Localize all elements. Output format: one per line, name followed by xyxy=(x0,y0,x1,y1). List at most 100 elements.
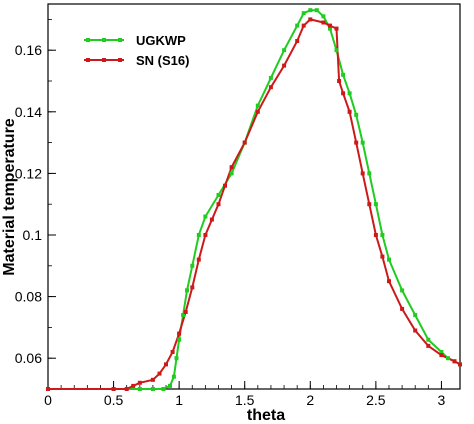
series-point-1 xyxy=(400,288,405,293)
series-point-2 xyxy=(177,331,182,336)
series-point-1 xyxy=(367,171,372,176)
series-point-2 xyxy=(196,257,201,262)
legend-marker xyxy=(102,58,106,62)
series-point-2 xyxy=(367,202,372,207)
x-tick-label: 0 xyxy=(44,392,52,408)
series-point-2 xyxy=(328,23,332,28)
y-axis-ticks: 0.06 0.08 0.1 0.12 0.14 0.16 xyxy=(15,18,56,390)
series-point-1 xyxy=(137,387,142,391)
series-point-1 xyxy=(334,48,339,53)
chart-legend: UGKWP SN (S16) xyxy=(84,33,189,68)
series-point-2 xyxy=(46,387,50,391)
legend-marker xyxy=(118,58,122,62)
series-point-2 xyxy=(337,79,342,83)
series-point-2 xyxy=(347,109,352,114)
x-tick-label: 3 xyxy=(438,392,446,408)
series-point-2 xyxy=(183,310,188,314)
series-point-2 xyxy=(216,202,221,207)
series-point-2 xyxy=(209,217,214,222)
series-point-2 xyxy=(282,63,287,68)
series-point-2 xyxy=(157,371,162,376)
series-point-2 xyxy=(387,279,391,284)
series-point-1 xyxy=(308,8,313,13)
series-point-1 xyxy=(168,383,172,388)
series-point-1 xyxy=(426,337,431,342)
y-tick-label: 0.1 xyxy=(23,227,43,243)
series-point-2 xyxy=(426,343,431,348)
series-point-1 xyxy=(321,14,326,19)
series-point-2 xyxy=(334,26,339,31)
series-lines xyxy=(48,9,461,390)
series-point-1 xyxy=(314,8,319,13)
series-point-2 xyxy=(223,183,227,188)
legend-marker xyxy=(86,58,90,62)
y-tick-label: 0.16 xyxy=(15,42,42,58)
x-tick-label: 1 xyxy=(175,392,183,408)
series-point-2 xyxy=(242,140,247,145)
series-point-2 xyxy=(380,254,385,259)
y-axis-label: Material temperature xyxy=(1,118,18,275)
series-point-2 xyxy=(452,359,457,364)
series-point-2 xyxy=(373,233,378,237)
series-point-2 xyxy=(301,23,306,28)
x-tick-label: 2.5 xyxy=(366,392,386,408)
legend-marker xyxy=(86,38,90,42)
y-tick-label: 0.14 xyxy=(15,104,42,120)
x-tick-label: 0.5 xyxy=(104,392,124,408)
series-point-2 xyxy=(229,165,234,170)
series-point-2 xyxy=(164,362,168,367)
series-point-1 xyxy=(354,112,359,117)
series-point-1 xyxy=(268,75,273,80)
x-axis-label: theta xyxy=(247,407,285,424)
series-point-1 xyxy=(229,171,234,176)
series-point-1 xyxy=(341,72,346,77)
series-point-2 xyxy=(137,380,142,385)
series-point-2 xyxy=(360,171,365,176)
series-point-1 xyxy=(446,356,450,361)
series-point-2 xyxy=(170,350,175,354)
series-point-2 xyxy=(203,233,208,237)
series-point-1 xyxy=(301,11,306,16)
series-markers xyxy=(46,8,462,391)
series-point-2 xyxy=(150,377,155,382)
series-point-1 xyxy=(347,91,352,96)
series-point-1 xyxy=(177,337,182,342)
plot-area-frame xyxy=(47,3,461,390)
series-point-2 xyxy=(190,285,195,290)
y-tick-label: 0.06 xyxy=(15,350,42,366)
legend-marker xyxy=(102,38,106,42)
series-point-1 xyxy=(161,387,166,391)
series-point-2 xyxy=(413,328,418,333)
series-point-1 xyxy=(360,140,365,145)
series-point-2 xyxy=(439,353,444,358)
series-point-1 xyxy=(216,193,221,197)
series-point-2 xyxy=(308,17,313,22)
series-point-1 xyxy=(174,356,179,361)
series-point-2 xyxy=(124,387,129,391)
series-point-1 xyxy=(295,23,300,28)
series-point-1 xyxy=(203,214,208,219)
series-point-1 xyxy=(255,103,260,108)
series-point-1 xyxy=(380,233,385,237)
series-line-2 xyxy=(48,18,461,390)
x-axis-ticks: 0 0.5 1 1.5 2 2.5 3 xyxy=(44,381,446,408)
series-point-2 xyxy=(354,140,359,145)
series-point-2 xyxy=(131,383,136,388)
legend-label: SN (S16) xyxy=(136,53,189,68)
x-tick-label: 1.5 xyxy=(235,392,255,408)
series-point-2 xyxy=(255,109,260,114)
series-point-2 xyxy=(295,39,300,43)
series-point-1 xyxy=(413,313,418,318)
series-point-1 xyxy=(150,387,155,391)
series-point-1 xyxy=(373,202,378,207)
x-tick-label: 2 xyxy=(306,392,314,408)
series-point-1 xyxy=(171,374,176,379)
series-point-2 xyxy=(321,20,326,25)
series-point-1 xyxy=(439,350,444,354)
series-point-2 xyxy=(458,362,462,367)
series-point-1 xyxy=(196,233,201,237)
series-line-1 xyxy=(48,9,461,390)
series-point-1 xyxy=(190,263,195,268)
